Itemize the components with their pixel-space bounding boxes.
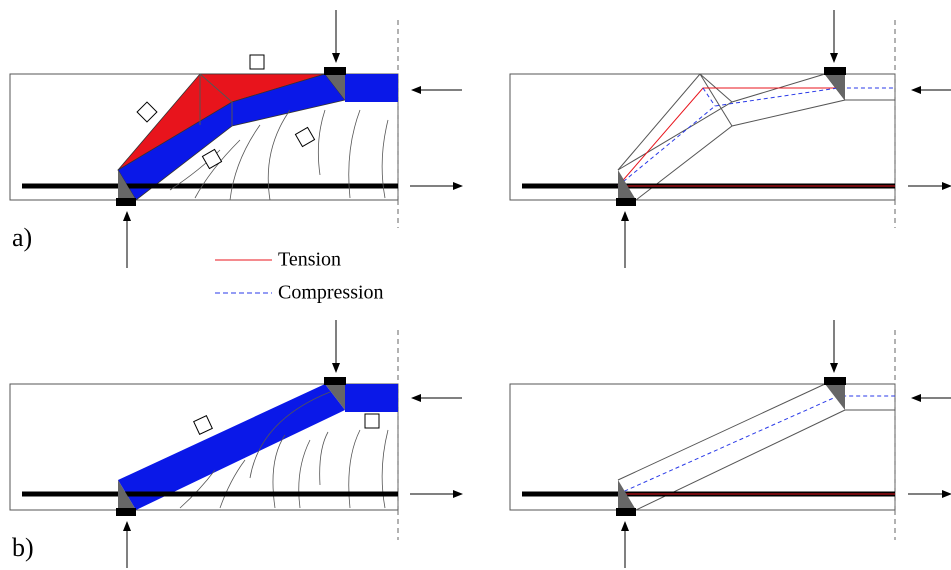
legend-compression: Compression [278, 282, 384, 304]
panel-a-right [510, 10, 951, 268]
panel-b-right [510, 320, 951, 568]
panel-label: a) [12, 223, 32, 252]
panel-b-left [10, 320, 462, 568]
diagram: Tension Compression a) b) [0, 0, 951, 570]
panel-a-left [10, 10, 462, 268]
legend-tension: Tension [278, 249, 341, 271]
panel-label: b) [12, 533, 34, 562]
legend: Tension Compression [215, 249, 384, 304]
